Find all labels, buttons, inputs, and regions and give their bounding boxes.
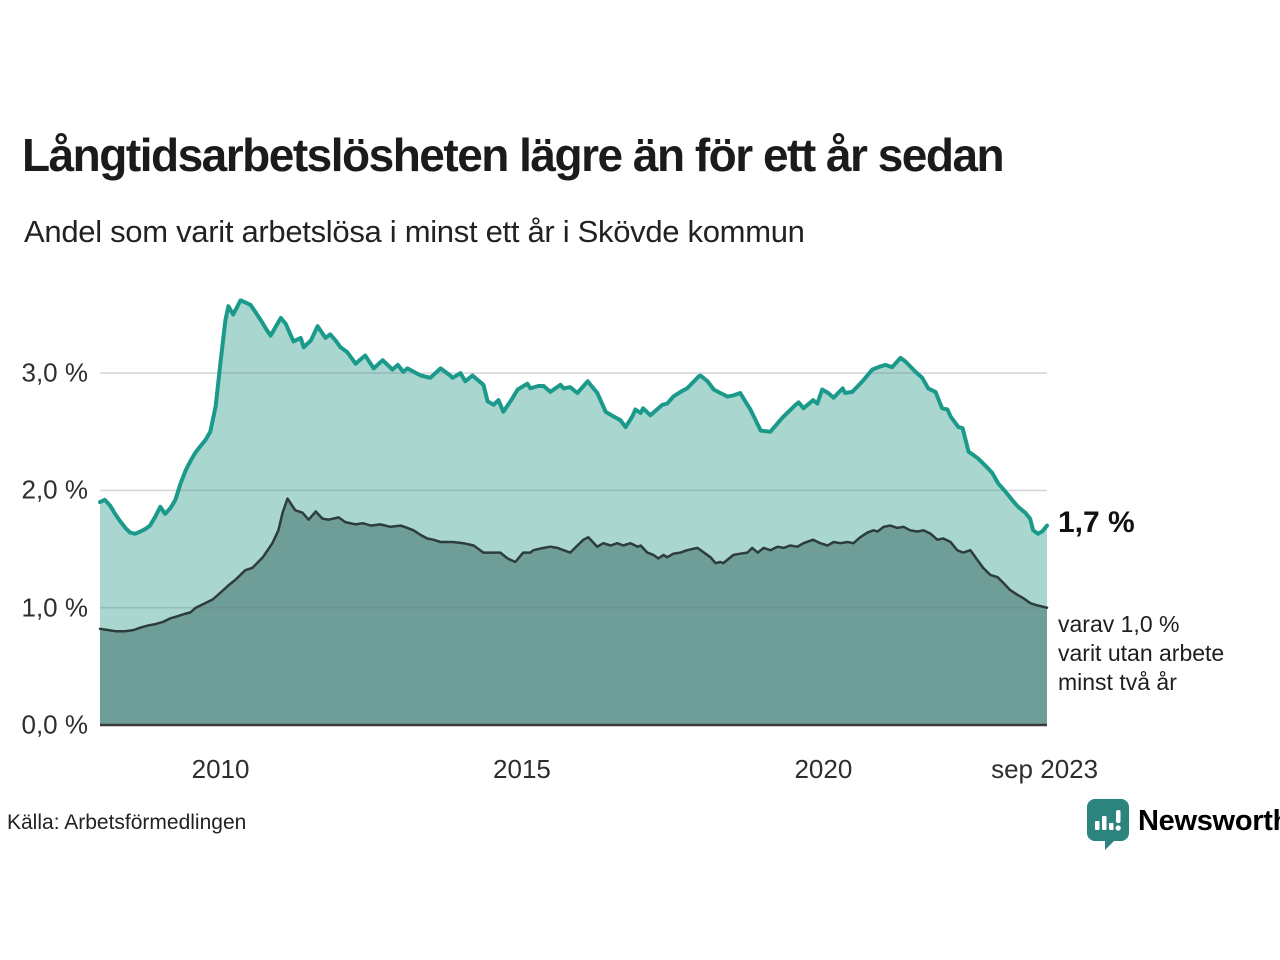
series-end-value-label: 1,7 %: [1058, 506, 1135, 539]
x-tick-label: 2015: [493, 754, 551, 784]
series-area-long-term: [100, 300, 1047, 725]
sublabel-line-1: varav 1,0 %: [1058, 611, 1180, 637]
sublabel-line-3: minst två år: [1058, 669, 1177, 695]
x-tick-label: sep 2023: [991, 754, 1099, 784]
page-subtitle: Andel som varit arbetslösa i minst ett å…: [24, 214, 805, 249]
y-tick-label: 3,0 %: [21, 357, 89, 388]
y-tick-label: 2,0 %: [21, 474, 89, 505]
source-attribution: Källa: Arbetsförmedlingen: [7, 811, 247, 834]
y-tick-label: 0,0 %: [21, 709, 89, 740]
page-title: Långtidsarbetslösheten lägre än för ett …: [22, 129, 1005, 181]
series-end-sublabel: varav 1,0 % varit utan arbete minst två …: [1058, 610, 1224, 697]
newsworthy-logo-icon: [1087, 799, 1129, 850]
series-area-very-long-term: [100, 498, 1047, 725]
newsworthy-brand: Newsworthy: [1086, 798, 1280, 850]
x-tick-label: 2020: [794, 754, 853, 784]
y-tick-label: 1,0 %: [21, 592, 89, 623]
x-tick-label: 2010: [191, 754, 250, 784]
newsworthy-brand-text: Newsworthy: [1138, 805, 1280, 837]
series-line-very-long-term: [98, 497, 1049, 633]
series-line-long-term: [98, 298, 1049, 536]
sublabel-line-2: varit utan arbete: [1058, 640, 1225, 666]
